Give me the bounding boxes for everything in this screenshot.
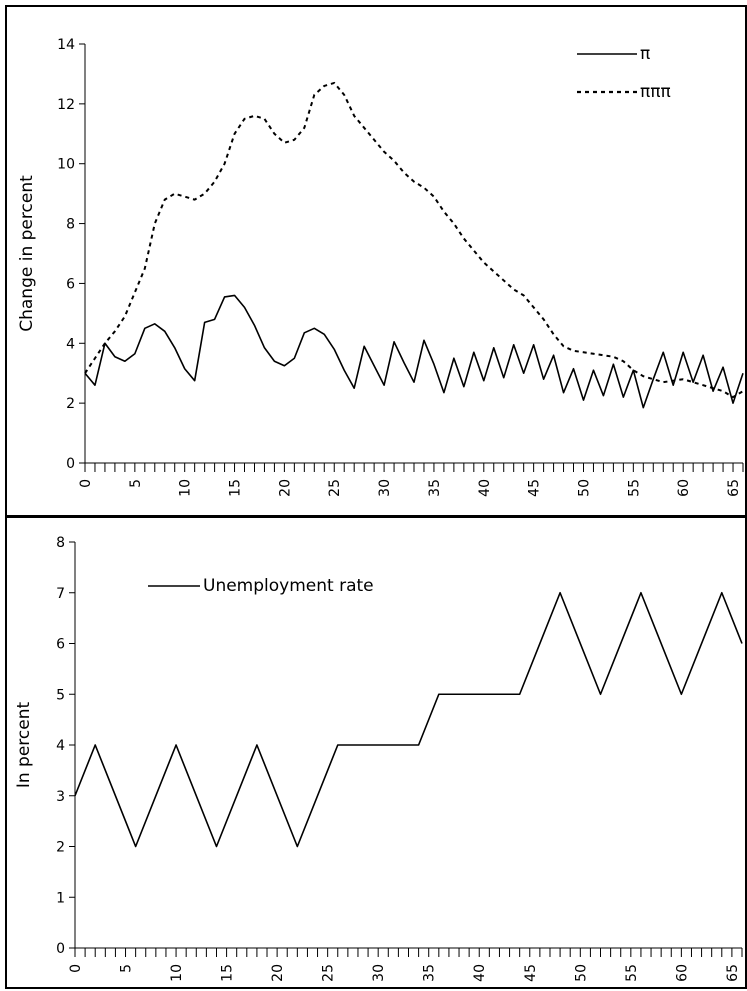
y-tick-label: 5 <box>56 687 65 703</box>
x-tick-label: 45 <box>527 479 543 497</box>
x-tick-label: 35 <box>422 964 438 982</box>
series-line-1 <box>84 81 744 399</box>
y-tick-label: 0 <box>66 456 75 472</box>
x-tick-label: 0 <box>68 964 84 973</box>
x-tick-label: 0 <box>78 479 94 488</box>
inflation-chart: 0 2 4 6 8 10 12 14 0 5 10 15 20 25 30 35 40 45 50 55 60 65 Cha… <box>17 37 744 497</box>
y-tick-label: 12 <box>57 97 75 113</box>
y-tick-label: 2 <box>56 840 65 856</box>
inflation-chart-panel: 0 2 4 6 8 10 12 14 0 5 10 15 20 25 30 35 40 45 50 55 60 65 Cha… <box>5 5 747 517</box>
x-tick-label: 10 <box>178 479 194 497</box>
x-tick-label: 10 <box>169 964 185 982</box>
y-tick-label: 7 <box>56 586 65 602</box>
y-axis-label: In percent <box>14 702 34 789</box>
series-line-0 <box>74 591 743 848</box>
x-tick-label: 35 <box>427 479 443 497</box>
y-tick-label: 1 <box>56 890 65 906</box>
x-tick-label: 55 <box>624 964 640 982</box>
x-tick-label: 50 <box>576 479 592 497</box>
x-tick-label: 25 <box>321 964 337 982</box>
y-tick-label: 2 <box>66 396 75 412</box>
y-tick-label: 14 <box>57 37 75 53</box>
x-tick-label: 5 <box>119 964 135 973</box>
y-tick-label: 6 <box>66 276 75 292</box>
x-tick-label: 15 <box>228 479 244 497</box>
x-tick-label: 30 <box>377 479 393 497</box>
legend-label-1: πππ <box>640 82 671 102</box>
x-tick-label: 60 <box>676 479 692 497</box>
y-tick-label: 3 <box>56 789 65 805</box>
x-tick-label: 25 <box>327 479 343 497</box>
x-tick-label: 45 <box>523 964 539 982</box>
unemployment-chart-panel: 0 1 2 3 4 5 6 7 8 0 5 10 15 20 25 30 35 40 45 50 55 60 65 In pe… <box>5 516 747 989</box>
y-tick-label: 8 <box>66 217 75 233</box>
series-line-0 <box>84 294 744 409</box>
x-tick-label: 60 <box>674 964 690 982</box>
x-tick-label: 40 <box>477 479 493 497</box>
y-tick-label: 4 <box>66 336 75 352</box>
x-tick-label: 20 <box>270 964 286 982</box>
x-tick-label: 50 <box>573 964 589 982</box>
x-tick-label: 65 <box>726 479 742 497</box>
y-tick-label: 8 <box>56 535 65 551</box>
x-tick-label: 30 <box>371 964 387 982</box>
y-tick-label: 4 <box>56 738 65 754</box>
x-tick-label: 20 <box>277 479 293 497</box>
x-tick-label: 65 <box>725 964 741 982</box>
legend-label-0: π <box>640 44 650 64</box>
y-tick-label: 10 <box>57 157 75 173</box>
x-tick-label: 15 <box>220 964 236 982</box>
x-tick-label: 5 <box>128 479 144 488</box>
x-tick-label: 40 <box>472 964 488 982</box>
y-axis-label: Change in percent <box>17 175 37 332</box>
legend-label-0: Unemployment rate <box>203 576 374 596</box>
x-tick-label: 55 <box>626 479 642 497</box>
y-tick-label: 6 <box>56 637 65 653</box>
y-tick-label: 0 <box>56 941 65 957</box>
